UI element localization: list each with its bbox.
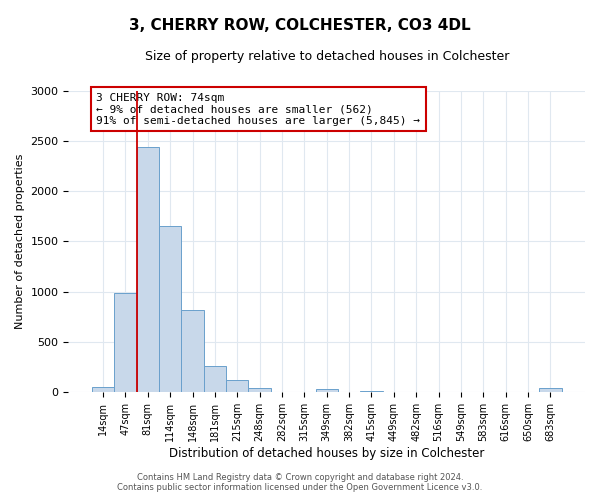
Bar (92, 387, 114, 392)
X-axis label: Distribution of detached houses by size in Colchester: Distribution of detached houses by size … (169, 447, 484, 460)
Bar (539, 388, 562, 392)
Bar (181, 310, 204, 392)
Bar (137, 147, 159, 392)
Bar (226, 380, 248, 392)
Text: 3 CHERRY ROW: 74sqm
← 9% of detached houses are smaller (562)
91% of semi-detach: 3 CHERRY ROW: 74sqm ← 9% of detached hou… (97, 92, 421, 126)
Y-axis label: Number of detached properties: Number of detached properties (15, 154, 25, 329)
Text: 3, CHERRY ROW, COLCHESTER, CO3 4DL: 3, CHERRY ROW, COLCHESTER, CO3 4DL (129, 18, 471, 32)
Bar (159, 226, 181, 392)
Bar (204, 366, 226, 392)
Text: Contains HM Land Registry data © Crown copyright and database right 2024.
Contai: Contains HM Land Registry data © Crown c… (118, 473, 482, 492)
Bar (248, 388, 271, 392)
Title: Size of property relative to detached houses in Colchester: Size of property relative to detached ho… (145, 50, 509, 63)
Bar (114, 293, 137, 392)
Bar (316, 389, 338, 392)
Bar (360, 391, 383, 392)
